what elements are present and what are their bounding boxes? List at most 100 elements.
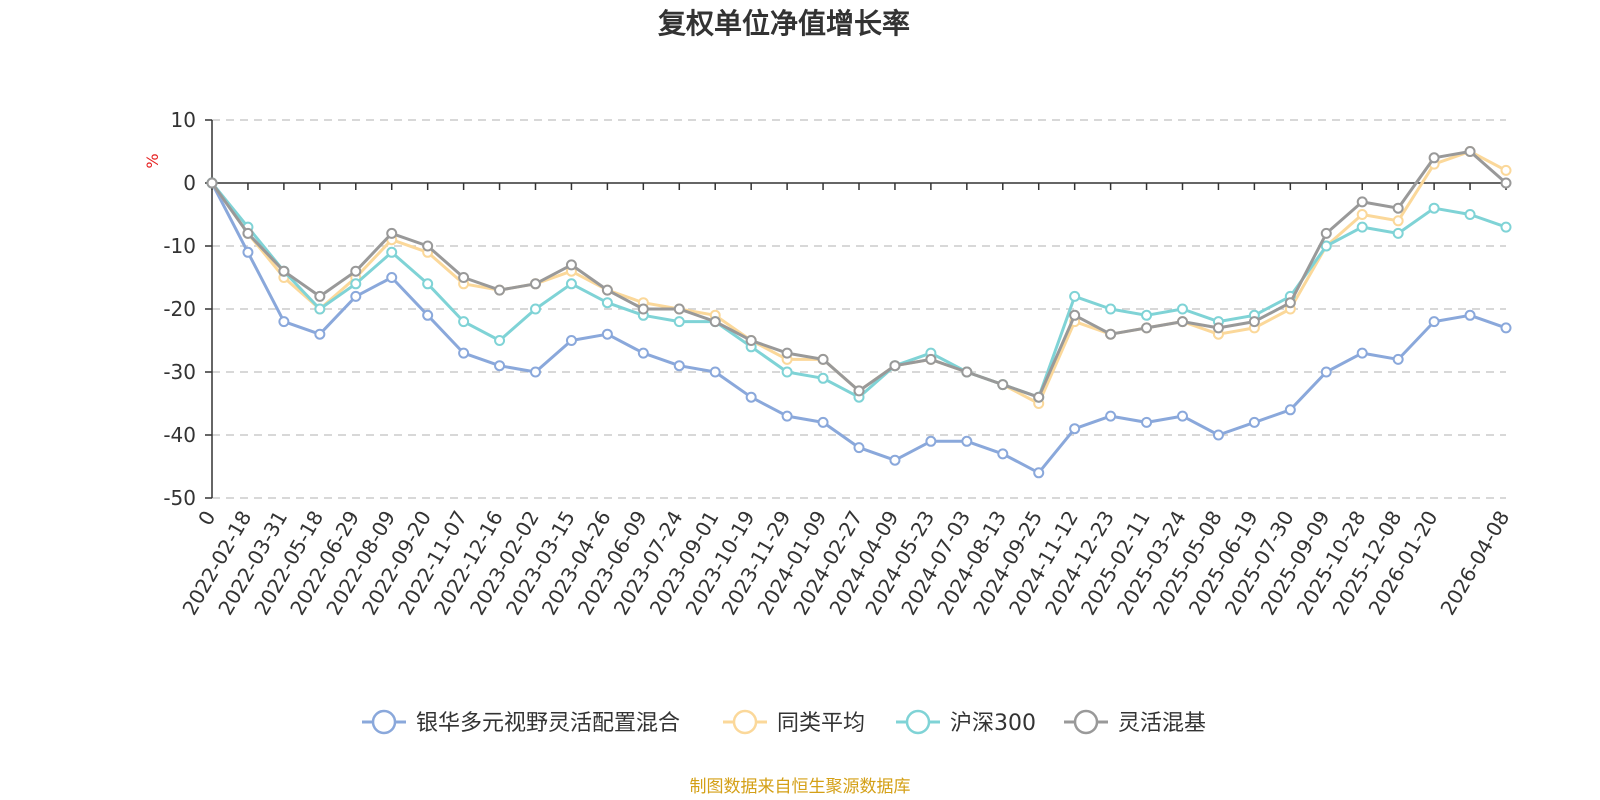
data-point [1392, 215, 1404, 227]
data-point [458, 316, 470, 328]
data-point [350, 278, 362, 290]
data-point [422, 240, 434, 252]
data-point [386, 246, 398, 258]
y-tick-label: -30 [163, 360, 196, 384]
data-point [494, 360, 506, 372]
legend-item-1: 银华多元视野灵活配置混合 [362, 709, 680, 736]
data-point [1105, 410, 1117, 422]
x-tick-label: 2026-04-08 [1435, 507, 1514, 620]
data-point [601, 328, 613, 340]
data-point [1177, 410, 1188, 422]
data-point [1392, 202, 1404, 214]
data-point [709, 316, 721, 328]
data-point [1392, 353, 1404, 365]
data-point [781, 410, 793, 422]
data-point [745, 391, 757, 403]
legend-label: 同类平均 [777, 711, 865, 736]
data-point [494, 335, 506, 346]
y-tick-label: -40 [163, 423, 196, 447]
legend-item-4: 灵活混基 [1064, 709, 1206, 736]
legend-label: 银华多元视野灵活配置混合 [416, 711, 680, 736]
data-point [997, 379, 1009, 391]
data-point [925, 435, 937, 447]
y-axis-unit-label: % [143, 153, 162, 168]
data-point [1464, 209, 1476, 220]
data-point [673, 303, 685, 315]
legend-label: 灵活混基 [1118, 711, 1206, 736]
data-point [817, 372, 829, 384]
data-point [386, 227, 398, 239]
data-point [1069, 309, 1081, 321]
data-point [422, 309, 434, 321]
legend-item-3: 沪深300 [896, 709, 1036, 736]
data-point [1356, 196, 1368, 208]
data-point [1141, 322, 1153, 334]
data-point [314, 303, 326, 315]
axis-layer: 100-10-20-30-40-5002022-02-182022-03-312… [163, 108, 1514, 619]
data-point [242, 246, 254, 258]
data-point [350, 265, 362, 277]
data-point [853, 442, 865, 454]
y-tick-label: -20 [163, 297, 196, 321]
data-point [1392, 227, 1404, 239]
data-point [709, 366, 721, 378]
data-point [1464, 146, 1476, 157]
data-point [637, 347, 649, 359]
data-point [350, 290, 362, 302]
data-point [314, 290, 326, 302]
y-tick-label: -10 [163, 234, 196, 258]
data-point [1356, 347, 1368, 359]
y-tick-label: -50 [163, 486, 196, 510]
legend-marker [732, 709, 758, 735]
data-point [1141, 416, 1153, 428]
data-point [1069, 423, 1081, 435]
data-point [1320, 227, 1332, 239]
data-point [530, 278, 541, 290]
y-tick-label: 10 [171, 108, 196, 132]
data-point [386, 272, 398, 283]
data-point [961, 435, 973, 447]
data-point [817, 353, 829, 365]
data-point [1284, 404, 1296, 416]
data-point [1248, 416, 1260, 428]
data-point [530, 366, 541, 378]
data-point [1320, 366, 1332, 378]
data-point [1356, 221, 1368, 233]
data-point [889, 360, 901, 372]
data-point [278, 265, 290, 277]
data-point [853, 385, 865, 397]
data-point [601, 297, 613, 309]
series-line-1 [210, 181, 1508, 475]
legend-marker [905, 709, 931, 735]
grid-layer [212, 119, 1506, 499]
data-point [637, 303, 649, 315]
data-point [458, 272, 470, 283]
data-point [1356, 209, 1368, 220]
data-point [278, 316, 290, 328]
data-point [1464, 309, 1476, 321]
data-point [1033, 467, 1045, 479]
x-tick-label: 0 [193, 507, 220, 530]
data-point [1177, 316, 1188, 328]
data-source-note: 制图数据来自恒生聚源数据库 [690, 777, 911, 797]
data-point [565, 278, 577, 290]
data-point [961, 366, 973, 378]
data-point [781, 366, 793, 378]
data-point [1428, 316, 1440, 328]
data-point [494, 284, 506, 296]
data-point [1105, 328, 1117, 340]
legend-marker [371, 709, 397, 735]
data-point [1500, 221, 1512, 233]
series-line-3 [210, 181, 1508, 399]
data-point [673, 316, 685, 328]
data-point [565, 259, 577, 271]
data-point [242, 227, 254, 239]
data-point [1177, 303, 1188, 315]
data-point [1428, 152, 1440, 164]
legend: 银华多元视野灵活配置混合 同类平均 沪深300 灵活混基 [362, 709, 1206, 736]
data-point [997, 448, 1009, 460]
data-point [745, 335, 757, 346]
chart-title: 复权单位净值增长率 [658, 7, 910, 40]
data-point [458, 347, 470, 359]
